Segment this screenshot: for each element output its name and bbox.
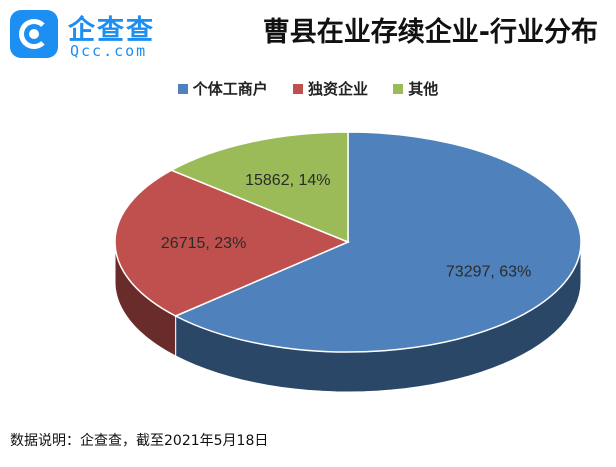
pie-slice: [169, 131, 349, 244]
source-note: 数据说明：企查查，截至2021年5月18日: [10, 433, 269, 449]
qcc-logo-icon: [10, 10, 58, 58]
legend-swatch: [177, 84, 188, 94]
legend-item: 独资企业: [292, 78, 368, 99]
brand-domain: Qcc.com: [70, 42, 148, 60]
legend-swatch: [393, 84, 404, 94]
pie-slice: [114, 169, 350, 317]
legend-item: 个体工商户: [177, 78, 268, 99]
legend-label: 其他: [408, 80, 439, 98]
legend-swatch: [292, 84, 303, 94]
chart-title: 曹县在业存续企业-行业分布: [262, 17, 598, 48]
pie-slice: [173, 131, 582, 353]
pie-data-label: 73297, 63%: [446, 263, 531, 280]
legend-label: 独资企业: [307, 80, 368, 98]
legend-item: 其他: [393, 78, 438, 99]
legend-label: 个体工商户: [192, 80, 268, 98]
brand-name: 企查查: [68, 15, 155, 46]
chart-legend: 个体工商户 独资企业 其他: [0, 78, 616, 99]
pie-data-label: 15862, 14%: [245, 172, 330, 189]
pie-data-label: 26715, 23%: [161, 235, 246, 252]
qcc-logo: 企查查 Qcc.com: [10, 8, 200, 60]
